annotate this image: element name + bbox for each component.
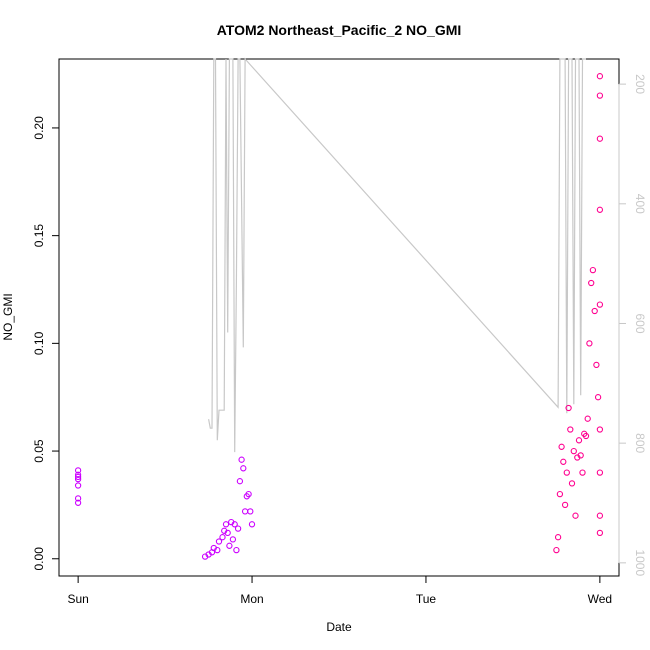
- right-y-tick-label: 800: [633, 433, 647, 453]
- data-point: [560, 458, 567, 465]
- data-point: [558, 443, 565, 450]
- y-tick-label: 0.20: [32, 116, 46, 140]
- y-axis: 0.00 0.05 0.10 0.15 0.20: [32, 116, 60, 571]
- x-tick-label: Mon: [240, 592, 263, 606]
- data-point: [74, 473, 82, 481]
- data-point: [74, 499, 82, 506]
- pressure-line: [208, 57, 586, 453]
- plot-frame: [58, 58, 620, 577]
- x-axis-title: Date: [326, 620, 352, 634]
- data-point: [596, 529, 604, 537]
- x-tick-label: Wed: [588, 592, 612, 606]
- data-point: [575, 437, 583, 444]
- data-point: [593, 361, 600, 369]
- y-tick-label: 0.10: [32, 331, 46, 355]
- data-point: [584, 415, 591, 422]
- data-point: [596, 469, 604, 476]
- data-point: [596, 512, 604, 519]
- data-point: [596, 92, 604, 99]
- data-point: [591, 307, 598, 315]
- data-point: [219, 534, 226, 541]
- x-tick-label: Sun: [67, 592, 88, 606]
- data-point: [245, 490, 252, 498]
- no-gmi-series: [74, 73, 604, 560]
- right-y-tick-label: 200: [633, 74, 647, 94]
- y-tick-label: 0.15: [32, 224, 46, 248]
- data-point: [582, 432, 590, 440]
- right-y-tick-label: 400: [633, 194, 647, 214]
- data-point: [567, 426, 574, 433]
- data-point: [241, 508, 249, 515]
- data-point: [248, 521, 256, 528]
- data-point: [74, 475, 82, 483]
- right-y-axis: 200 400 600 800 1000: [618, 74, 647, 576]
- data-point: [561, 501, 569, 509]
- data-point: [563, 469, 570, 476]
- data-point: [238, 456, 245, 463]
- data-point: [224, 529, 231, 537]
- data-point: [74, 482, 82, 489]
- data-point: [240, 465, 247, 472]
- right-y-tick-label: 1000: [633, 549, 647, 576]
- data-point: [589, 266, 597, 274]
- data-point: [572, 512, 579, 519]
- right-y-tick-label: 600: [633, 313, 647, 333]
- data-point: [568, 480, 576, 487]
- data-point: [553, 546, 560, 554]
- data-point: [74, 471, 82, 478]
- data-point: [236, 478, 244, 485]
- x-axis: Sun Mon Tue Wed: [67, 575, 612, 606]
- data-point: [215, 538, 223, 545]
- data-point: [596, 135, 604, 142]
- data-point: [74, 467, 82, 474]
- data-point: [596, 426, 604, 433]
- data-point: [577, 452, 584, 459]
- data-point: [565, 404, 572, 412]
- data-point: [231, 521, 238, 528]
- data-point: [233, 546, 240, 554]
- data-point: [570, 447, 577, 455]
- x-tick-label: Tue: [416, 592, 437, 606]
- data-point: [229, 536, 237, 543]
- data-point: [556, 490, 564, 498]
- data-point: [596, 301, 604, 308]
- chart-title: ATOM2 Northeast_Pacific_2 NO_GMI: [217, 22, 462, 38]
- pressure-series: [208, 57, 586, 453]
- data-point: [234, 525, 242, 532]
- y-axis-title: NO_GMI: [1, 293, 15, 340]
- data-point: [554, 534, 562, 541]
- data-point: [594, 394, 602, 401]
- data-point: [247, 508, 254, 515]
- data-point: [586, 340, 593, 347]
- data-point: [74, 495, 82, 502]
- data-point: [222, 521, 230, 528]
- data-point: [579, 469, 586, 476]
- data-point: [596, 73, 604, 80]
- data-point: [214, 546, 221, 554]
- data-point: [596, 206, 604, 213]
- y-tick-label: 0.00: [32, 547, 46, 571]
- y-tick-label: 0.05: [32, 439, 46, 463]
- data-point: [588, 279, 595, 287]
- data-point: [226, 542, 233, 549]
